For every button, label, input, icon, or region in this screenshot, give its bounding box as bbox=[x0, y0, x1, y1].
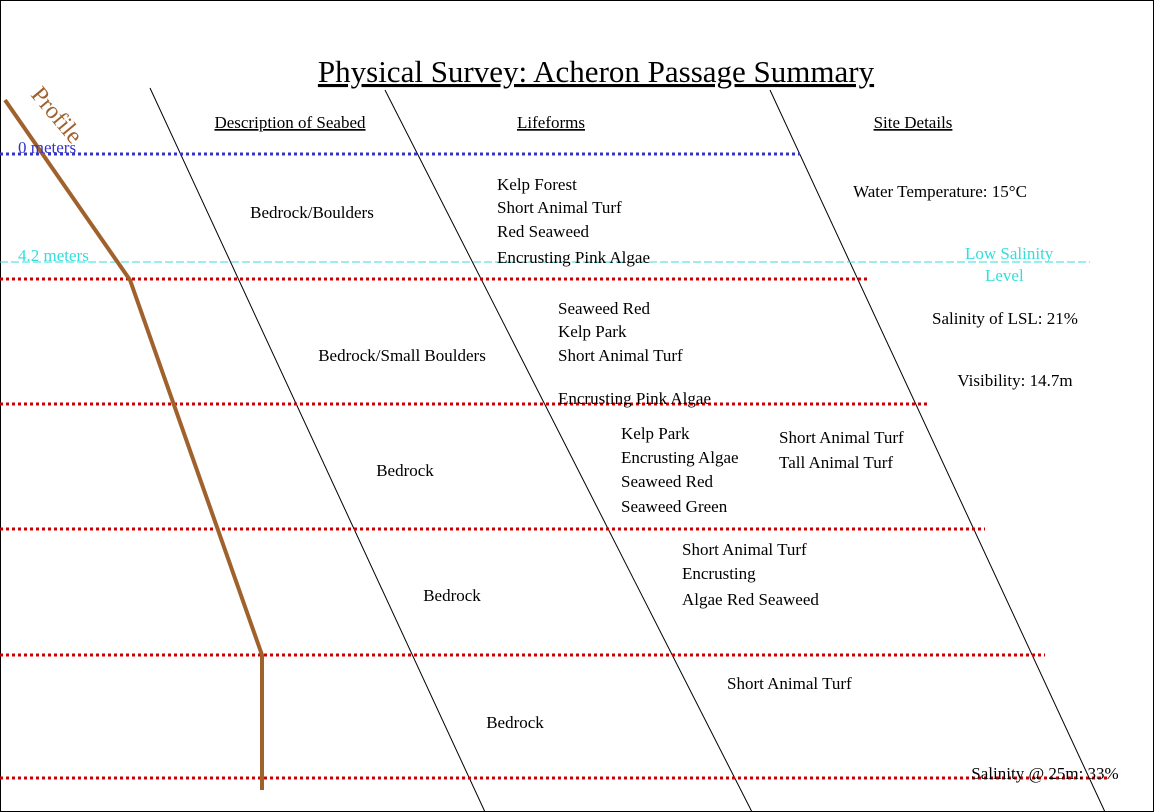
column-header: Site Details bbox=[874, 113, 953, 132]
divider bbox=[769, 89, 1106, 812]
site-detail: Water Temperature: 15°C bbox=[853, 182, 1027, 201]
depth-lines bbox=[0, 152, 1110, 780]
lifeform: Short Animal Turf bbox=[779, 428, 904, 447]
lifeform: Kelp Forest bbox=[497, 175, 577, 194]
column-dividers bbox=[149, 87, 1106, 812]
seabed-description: Bedrock bbox=[423, 586, 481, 605]
depth-label: 4.2 meters bbox=[18, 246, 89, 265]
divider bbox=[149, 87, 486, 812]
lifeform: Kelp Park bbox=[621, 424, 690, 443]
lifeform: Kelp Park bbox=[558, 322, 627, 341]
lifeform: Short Animal Turf bbox=[558, 346, 683, 365]
lifeform: Encrusting Algae bbox=[621, 448, 739, 467]
lifeform: Algae Red Seaweed bbox=[682, 590, 819, 609]
low-salinity-label: Low Salinity bbox=[965, 244, 1054, 263]
lifeform: Tall Animal Turf bbox=[779, 453, 893, 472]
lifeform: Short Animal Turf bbox=[497, 198, 622, 217]
lifeform: Red Seaweed bbox=[497, 222, 590, 241]
seabed-description: Bedrock bbox=[486, 713, 544, 732]
profile-line bbox=[3, 98, 264, 790]
site-detail: Salinity @ 25m: 33% bbox=[971, 764, 1118, 783]
divider bbox=[384, 89, 753, 812]
lifeform: Encrusting Pink Algae bbox=[497, 248, 650, 267]
lifeform: Short Animal Turf bbox=[682, 540, 807, 559]
seabed-description: Bedrock bbox=[376, 461, 434, 480]
site-detail: Visibility: 14.7m bbox=[957, 371, 1072, 390]
column-header: Description of Seabed bbox=[214, 113, 366, 132]
site-detail: Salinity of LSL: 21% bbox=[932, 309, 1078, 328]
depth-label: 0 meters bbox=[18, 138, 76, 157]
lifeform: Seaweed Green bbox=[621, 497, 728, 516]
seabed-description: Bedrock/Boulders bbox=[250, 203, 374, 222]
title: Physical Survey: Acheron Passage Summary bbox=[318, 54, 875, 89]
low-salinity-label: Level bbox=[985, 266, 1024, 285]
lifeform: Seaweed Red bbox=[558, 299, 651, 318]
column-header: Lifeforms bbox=[517, 113, 585, 132]
lifeform: Short Animal Turf bbox=[727, 674, 852, 693]
lifeform: Seaweed Red bbox=[621, 472, 714, 491]
seabed-description: Bedrock/Small Boulders bbox=[318, 346, 486, 365]
lifeform: Encrusting bbox=[682, 564, 756, 583]
lifeform: Encrusting Pink Algae bbox=[558, 389, 711, 408]
